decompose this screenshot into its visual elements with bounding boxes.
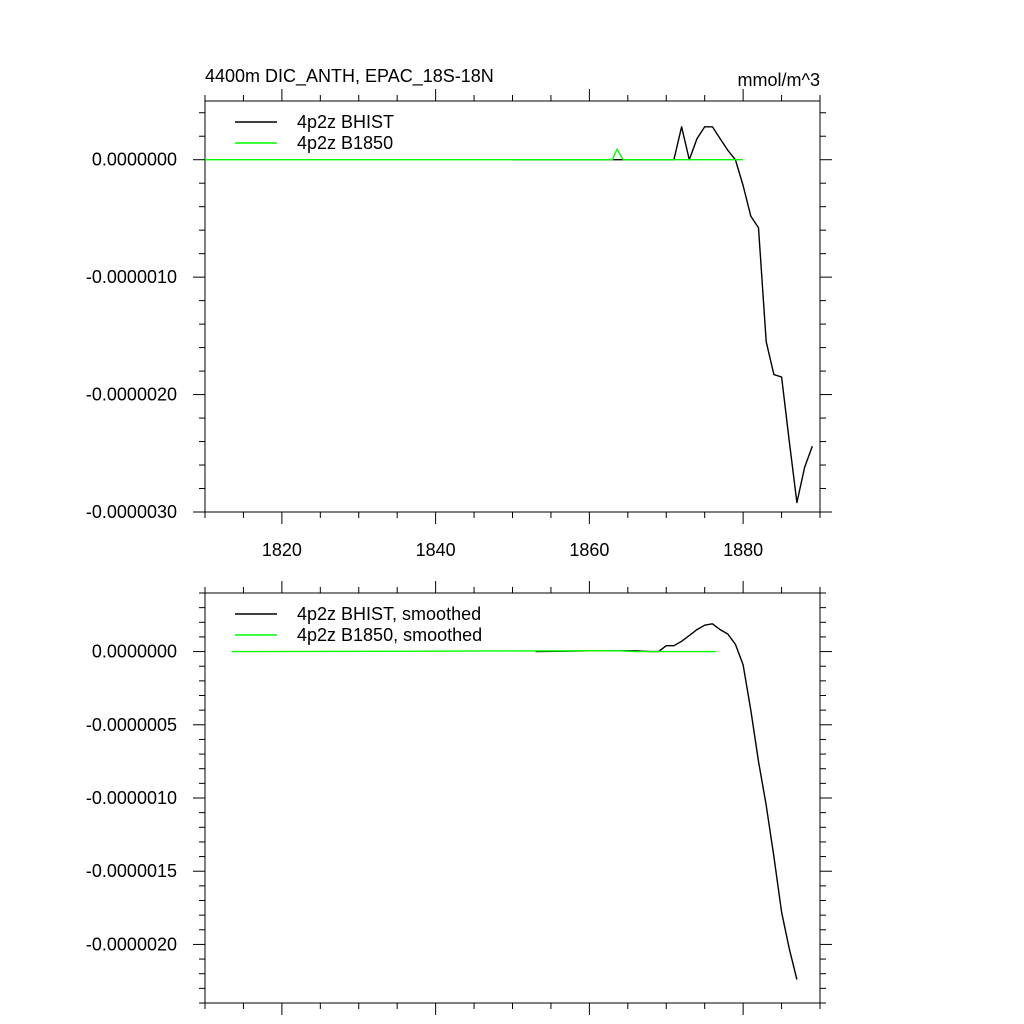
units-label: mmol/m^3 (738, 70, 820, 90)
y-tick-label: -0.0000005 (86, 715, 177, 735)
y-tick-label: -0.0000020 (86, 385, 177, 405)
y-tick-label: -0.0000015 (86, 861, 177, 881)
plot-frame (204, 100, 821, 513)
x-tick-label: 1840 (416, 540, 456, 560)
bottom-panel: 0.0000000 -0.0000005 -0.0000010 -0.0000015 -… (86, 581, 832, 1015)
x-tick-label: 1880 (723, 540, 763, 560)
legend-label: 4p2z BHIST (297, 112, 394, 132)
y-tick-label: -0.0000010 (86, 788, 177, 808)
y-tick-label: -0.0000020 (86, 934, 177, 954)
y-tick-label: -0.0000030 (86, 502, 177, 522)
series-line-0 (535, 623, 798, 980)
chart-title: 4400m DIC_ANTH, EPAC_18S-18N (205, 66, 494, 87)
series-line-1 (231, 650, 717, 653)
plot-frame (204, 592, 821, 1004)
legend-label: 4p2z BHIST, smoothed (297, 604, 481, 624)
y-tick-label: 0.0000000 (92, 642, 177, 662)
legend-label: 4p2z B1850 (297, 133, 393, 153)
top-panel: 1820 1840 1860 1880 0.0000000 -0.0000010 -0.00… (86, 89, 832, 560)
x-tick-label: 1820 (262, 540, 302, 560)
x-tick-label: 1860 (569, 540, 609, 560)
series-line-0 (512, 126, 813, 504)
y-tick-label: 0.0000000 (92, 150, 177, 170)
series-line-1 (205, 148, 744, 161)
y-tick-label: -0.0000010 (86, 267, 177, 287)
legend-label: 4p2z B1850, smoothed (297, 625, 482, 645)
